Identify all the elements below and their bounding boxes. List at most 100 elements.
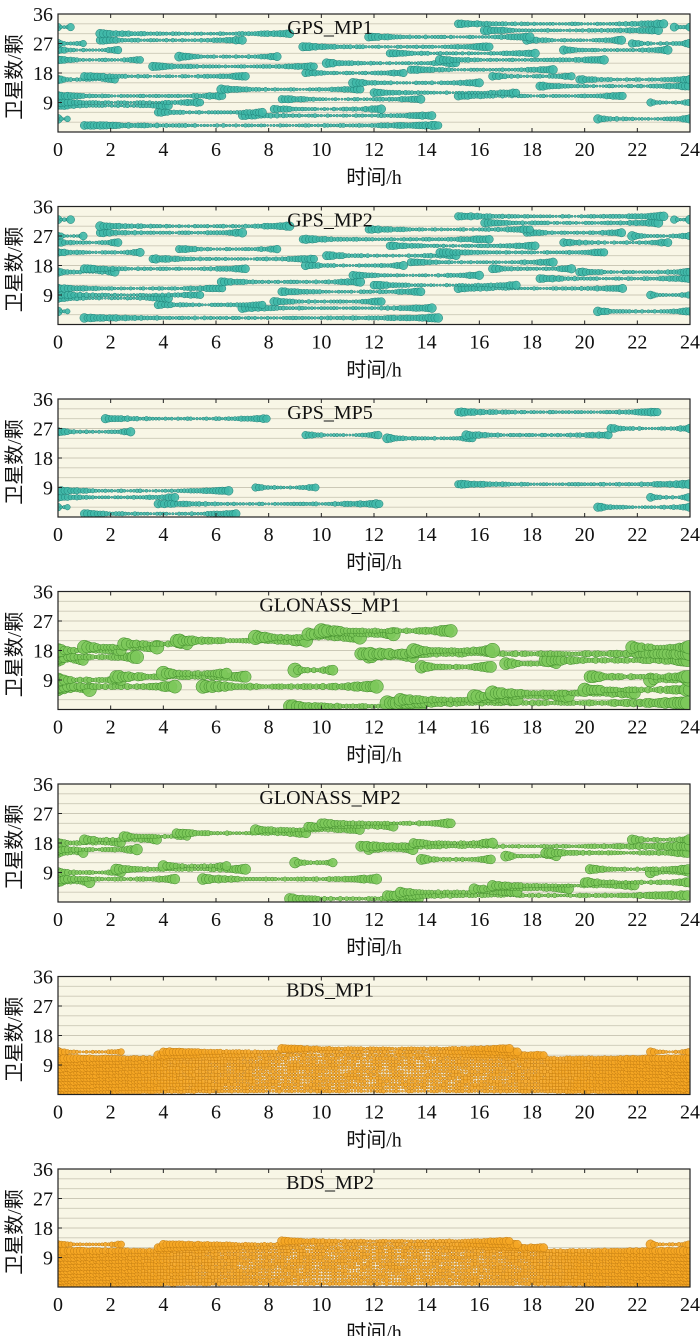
bubble bbox=[265, 315, 270, 321]
bubble bbox=[160, 286, 165, 291]
satellite-track-prn-32 bbox=[670, 214, 690, 225]
bubble bbox=[223, 64, 228, 69]
bubble bbox=[122, 100, 127, 105]
bubble bbox=[605, 482, 609, 486]
y-axis-label: 卫星数/颗 bbox=[3, 34, 26, 120]
bubble bbox=[166, 417, 171, 421]
y-tick-label: 9 bbox=[43, 93, 53, 115]
bubble bbox=[573, 410, 578, 415]
satellite-track-prn-27 bbox=[627, 39, 690, 48]
bubble bbox=[349, 97, 353, 101]
bubble bbox=[148, 266, 153, 271]
bubble bbox=[135, 247, 145, 257]
bubble bbox=[79, 231, 88, 241]
bubble bbox=[545, 22, 549, 26]
bubble bbox=[556, 38, 560, 42]
bubble bbox=[106, 292, 111, 298]
bubble bbox=[211, 54, 217, 59]
satellite-track-prn-4 bbox=[593, 114, 690, 124]
bubble bbox=[207, 303, 211, 307]
bubble bbox=[84, 58, 89, 62]
bubble bbox=[413, 253, 418, 258]
bubble bbox=[253, 279, 259, 285]
bubble bbox=[228, 316, 232, 320]
satellite-track-prn-17 bbox=[80, 72, 250, 81]
bubble bbox=[243, 316, 248, 320]
bubble bbox=[372, 253, 376, 258]
satellite-track-prn-3 bbox=[593, 502, 690, 512]
bubble bbox=[91, 250, 95, 254]
bubble bbox=[294, 279, 300, 285]
bubble bbox=[223, 256, 228, 262]
bubble bbox=[84, 429, 89, 435]
bubble bbox=[316, 113, 320, 118]
bubble bbox=[552, 221, 556, 225]
bubble bbox=[177, 31, 182, 36]
bubble bbox=[430, 35, 434, 39]
bubble bbox=[622, 78, 626, 82]
bubble bbox=[388, 80, 394, 86]
bubble bbox=[313, 316, 317, 320]
bubble bbox=[637, 117, 641, 121]
satellite-track-prn-20 bbox=[148, 61, 318, 71]
bubble bbox=[77, 429, 83, 434]
x-tick-label: 6 bbox=[211, 524, 221, 546]
bubble bbox=[389, 45, 393, 49]
bubble bbox=[466, 90, 471, 95]
panel-title: GPS_MP2 bbox=[287, 210, 373, 232]
bubble bbox=[667, 293, 672, 297]
bubble bbox=[479, 90, 484, 95]
bubble bbox=[125, 100, 130, 105]
bubble bbox=[306, 299, 311, 304]
bubble bbox=[327, 664, 339, 676]
bubble bbox=[149, 74, 153, 78]
bubble bbox=[595, 84, 599, 88]
bubble bbox=[348, 299, 352, 304]
bubble bbox=[460, 51, 465, 56]
bubble bbox=[279, 87, 283, 92]
bubble bbox=[191, 256, 197, 262]
bubble bbox=[357, 71, 362, 75]
bubble bbox=[637, 270, 642, 274]
bubble bbox=[235, 502, 239, 506]
bubble bbox=[142, 38, 147, 42]
bubble bbox=[488, 260, 492, 264]
bubble bbox=[461, 35, 466, 39]
bubble bbox=[71, 234, 76, 238]
bubble bbox=[442, 227, 447, 232]
bubble bbox=[174, 512, 178, 516]
bubble bbox=[129, 74, 134, 79]
bubble bbox=[298, 87, 302, 91]
bubble bbox=[648, 276, 653, 281]
bubble bbox=[650, 117, 653, 121]
bubble bbox=[401, 254, 404, 258]
bubble bbox=[401, 273, 406, 278]
bubble bbox=[457, 90, 462, 95]
bubble bbox=[344, 299, 349, 304]
bubble bbox=[87, 240, 92, 245]
bubble bbox=[335, 107, 339, 111]
x-tick-label: 20 bbox=[575, 332, 595, 354]
bubble bbox=[199, 54, 204, 59]
bubble bbox=[562, 230, 567, 235]
bubble bbox=[438, 244, 442, 248]
bubble bbox=[208, 315, 213, 321]
x-tick-label: 16 bbox=[469, 332, 489, 354]
satellite-track-prn-1 bbox=[80, 509, 241, 517]
bubble bbox=[321, 289, 325, 294]
bubble bbox=[535, 482, 539, 486]
x-tick-label: 4 bbox=[158, 524, 168, 546]
bubble bbox=[310, 299, 314, 304]
bubble bbox=[637, 240, 642, 245]
bubble bbox=[558, 250, 562, 255]
bubble bbox=[174, 224, 178, 228]
bubble bbox=[166, 286, 171, 291]
bubble bbox=[566, 214, 572, 219]
bubble bbox=[141, 292, 146, 298]
bubble bbox=[240, 316, 244, 320]
bubble bbox=[600, 248, 609, 257]
bubble bbox=[128, 286, 133, 291]
bubble bbox=[633, 84, 637, 88]
bubble bbox=[309, 306, 314, 310]
bubble bbox=[351, 433, 355, 437]
